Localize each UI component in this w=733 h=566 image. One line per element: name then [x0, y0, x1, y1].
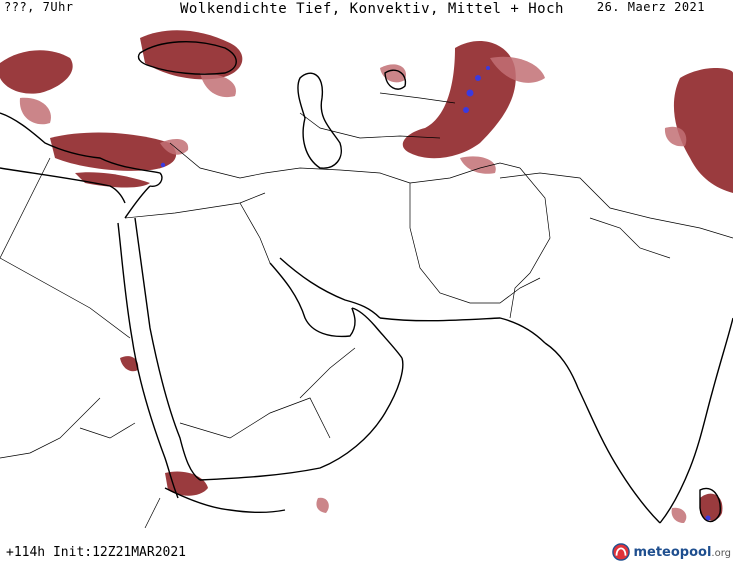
run-info: +114h Init:12Z21MAR2021 [6, 545, 187, 560]
cloud-cover-layer [0, 30, 733, 523]
forecast-date: 26. Maerz 2021 [596, 0, 705, 14]
coastlines [0, 40, 733, 524]
meteopool-logo-icon [612, 543, 631, 561]
forecast-time-label: ???, 7Uhr [4, 0, 74, 14]
country-borders [0, 92, 733, 528]
cloud-density-map [0, 30, 733, 528]
meteopool-logo-text: meteopool.org [633, 544, 731, 560]
meteopool-logo[interactable]: meteopool.org [612, 540, 731, 564]
map-title: Wolkendichte Tief, Konvektiv, Mittel + H… [180, 1, 564, 17]
